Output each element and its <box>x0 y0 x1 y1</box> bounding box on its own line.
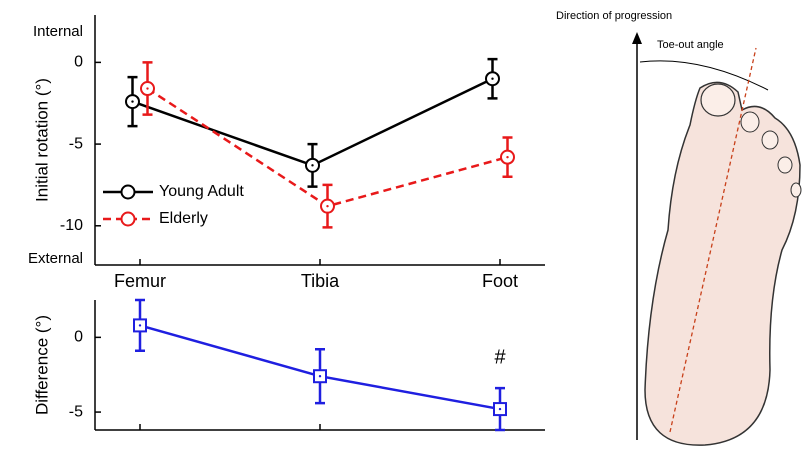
annotation: Internal <box>33 23 83 40</box>
big-toe <box>701 84 735 116</box>
y-tick-label: -5 <box>69 403 83 420</box>
toe <box>762 131 778 149</box>
direction-label: Direction of progression <box>556 10 672 22</box>
x-tick-label: Tibia <box>301 271 340 291</box>
annotation: External <box>28 250 83 267</box>
legend-marker <box>122 186 135 199</box>
figure: Direction of progression Toe-out angle 0… <box>0 0 802 460</box>
y-tick-label: -10 <box>60 217 83 234</box>
arrow-head <box>632 32 642 44</box>
toe <box>791 183 801 197</box>
legend-marker <box>122 213 135 226</box>
marker-dot <box>139 324 141 326</box>
legend-label: Young Adult <box>159 183 244 200</box>
angle-label: Toe-out angle <box>657 39 724 51</box>
y-tick-label: 0 <box>74 54 83 71</box>
y-tick-label: -5 <box>69 135 83 152</box>
x-tick-label: Foot <box>482 271 518 291</box>
annotation: # <box>494 346 506 368</box>
marker-dot <box>326 205 328 207</box>
toe <box>778 157 792 173</box>
legend-label: Elderly <box>159 210 208 227</box>
x-tick-label: Femur <box>114 271 166 291</box>
marker-dot <box>499 408 501 410</box>
marker-dot <box>146 87 148 89</box>
toe <box>741 112 759 132</box>
y-tick-label: 0 <box>74 329 83 346</box>
foot-illustration: Direction of progression Toe-out angle <box>556 10 801 445</box>
y-axis-label: Difference (°) <box>32 315 51 415</box>
marker-dot <box>491 78 493 80</box>
marker-dot <box>311 164 313 166</box>
marker-dot <box>319 375 321 377</box>
marker-dot <box>506 156 508 158</box>
y-axis-label: Initial rotation (°) <box>32 78 51 202</box>
marker-dot <box>131 100 133 102</box>
